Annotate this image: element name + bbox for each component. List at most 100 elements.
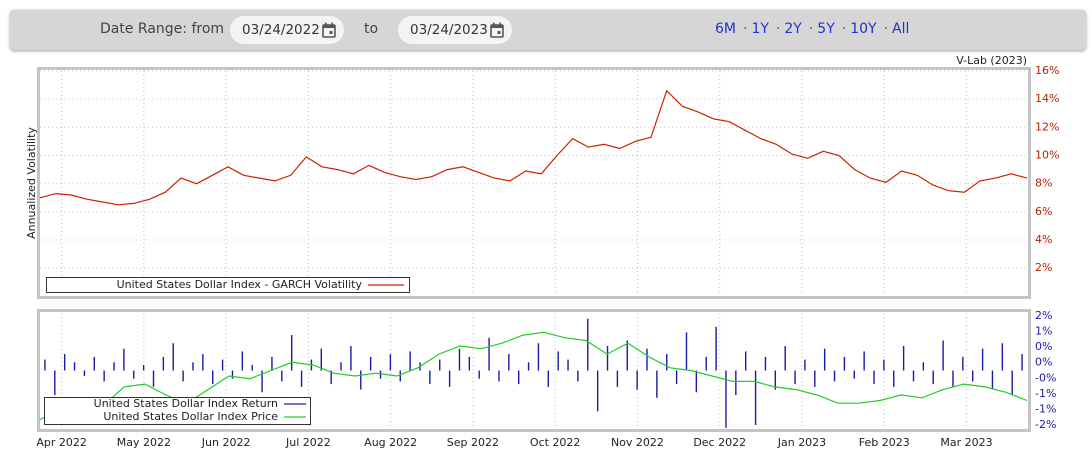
- from-date-input[interactable]: 03/24/2022: [230, 16, 344, 44]
- bar: [182, 370, 184, 382]
- bar: [804, 359, 806, 371]
- bar: [310, 359, 313, 371]
- bar: [527, 362, 530, 371]
- toolbar: Date Range: from 03/24/2022 to 03/24/202…: [10, 10, 1086, 50]
- bar: [902, 345, 905, 371]
- bar: [281, 370, 283, 382]
- calendar-icon[interactable]: [322, 22, 336, 38]
- range-link[interactable]: 2Y: [784, 21, 802, 37]
- y-tick-label: 6%: [1035, 205, 1052, 218]
- bar: [972, 370, 974, 382]
- bar: [537, 343, 540, 371]
- bar: [893, 370, 895, 387]
- bar: [152, 370, 155, 387]
- y-tick-label: 0%: [1035, 356, 1052, 369]
- bar: [616, 370, 619, 387]
- bar: [912, 370, 915, 382]
- bar: [745, 351, 747, 371]
- bar: [478, 370, 480, 379]
- bar: [439, 359, 441, 371]
- bar: [379, 370, 382, 379]
- bar: [962, 356, 964, 371]
- bar: [192, 362, 194, 371]
- separator: ·: [743, 21, 748, 37]
- bar: [458, 348, 461, 371]
- bar: [774, 370, 777, 390]
- bar: [142, 365, 145, 371]
- to-label: to: [364, 21, 379, 37]
- y-tick-label: 16%: [1035, 64, 1059, 77]
- bar: [231, 370, 234, 379]
- y-tick-label: 1%: [1035, 325, 1052, 338]
- bar: [63, 354, 66, 371]
- bar: [202, 354, 204, 371]
- x-tick-label: May 2022: [117, 436, 171, 449]
- y-tick-label: -1%: [1035, 387, 1056, 400]
- bar: [873, 370, 875, 385]
- bar: [113, 362, 115, 371]
- calendar-icon[interactable]: [490, 22, 504, 38]
- bar: [863, 351, 865, 371]
- x-tick-label: Jan 2023: [777, 436, 826, 449]
- bar: [626, 340, 628, 371]
- bar: [656, 370, 658, 398]
- bar: [587, 318, 589, 371]
- y-tick-label: 12%: [1035, 120, 1059, 133]
- bar: [508, 354, 510, 371]
- range-link[interactable]: 6M: [715, 21, 736, 37]
- separator: ·: [883, 21, 889, 37]
- bar: [330, 370, 332, 385]
- y-tick-label: 2%: [1035, 261, 1052, 274]
- bar: [567, 359, 569, 371]
- bar: [754, 370, 757, 426]
- bar: [557, 351, 559, 371]
- date-range-label: Date Range: from: [100, 21, 225, 37]
- separator: ·: [775, 21, 781, 37]
- bar: [93, 356, 95, 371]
- bar: [922, 362, 925, 371]
- bar: [577, 370, 579, 382]
- bar: [991, 370, 994, 390]
- range-link[interactable]: All: [892, 21, 910, 37]
- separator: ·: [808, 21, 814, 37]
- x-tick-label: Apr 2022: [36, 436, 87, 449]
- bar: [320, 348, 322, 371]
- bar: [468, 356, 471, 371]
- source: V-Lab (2023): [956, 54, 1027, 67]
- bar: [596, 370, 599, 412]
- range-link[interactable]: 5Y: [817, 21, 835, 37]
- bar: [409, 351, 411, 371]
- x-tick-label: Dec 2022: [693, 436, 746, 449]
- bar: [123, 348, 125, 371]
- bar: [794, 370, 796, 385]
- bar: [705, 356, 707, 371]
- legend-box: [44, 397, 311, 425]
- bar: [73, 362, 76, 371]
- legend-label: United States Dollar Index Price: [103, 410, 278, 423]
- bar: [251, 365, 253, 371]
- x-tick-label: Sep 2022: [447, 436, 499, 449]
- bar: [350, 345, 352, 371]
- to-date-input[interactable]: 03/24/2023: [398, 16, 512, 44]
- bar: [212, 370, 214, 385]
- bar: [833, 370, 836, 382]
- bar: [162, 356, 165, 371]
- y-tick-label: -2%: [1035, 418, 1056, 431]
- bar: [1001, 343, 1004, 371]
- bar: [54, 370, 56, 396]
- range-link[interactable]: 10Y: [850, 21, 877, 37]
- bar: [883, 359, 885, 371]
- bar: [488, 337, 490, 371]
- bar: [636, 370, 638, 390]
- x-tick-label: Jul 2022: [285, 436, 331, 449]
- bar: [389, 354, 392, 371]
- range-link[interactable]: 1Y: [751, 21, 769, 37]
- to-date: 03/24/2023: [410, 22, 488, 38]
- bar: [606, 345, 609, 371]
- bar: [241, 351, 244, 371]
- x-tick-label: Jun 2022: [201, 436, 251, 449]
- legend-label: United States Dollar Index Return: [94, 397, 278, 410]
- series-line: [39, 331, 1028, 421]
- range-links: 6M · 1Y · 2Y · 5Y · 10Y · All: [712, 21, 912, 37]
